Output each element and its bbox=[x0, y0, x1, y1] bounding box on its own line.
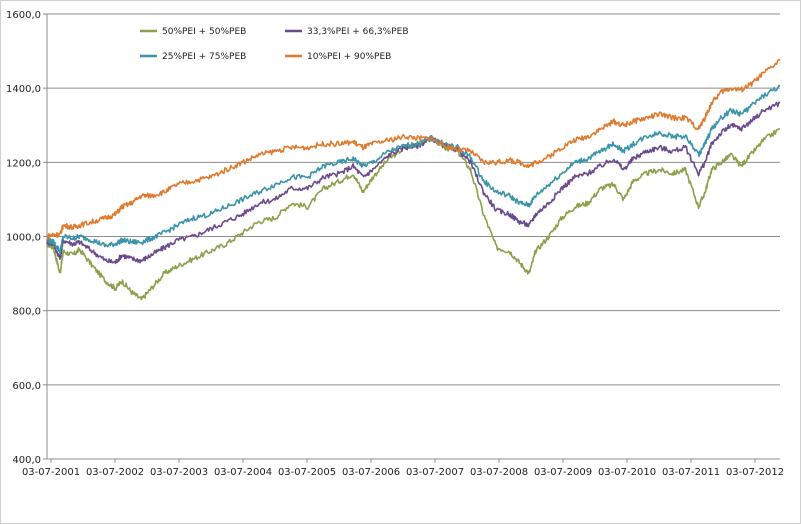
x-axis: 03-07-2001 03-07-2002 03-07-2003 03-07-2004… bbox=[22, 458, 784, 478]
legend-label: 50%PEI + 50%PEB bbox=[162, 27, 246, 37]
x-tick-label: 03-07-2003 bbox=[150, 467, 208, 478]
series-line-4 bbox=[46, 58, 781, 240]
y-axis: 400,0 600,0 800,0 1000,0 1200,0 1400,0 1600,0 bbox=[6, 10, 48, 466]
y-tick-label: 1200,0 bbox=[6, 158, 41, 169]
series-line-3 bbox=[46, 84, 781, 255]
x-tick-label: 03-07-2009 bbox=[534, 467, 592, 478]
x-tick-label: 03-07-2001 bbox=[22, 467, 80, 478]
x-tick-label: 03-07-2007 bbox=[406, 467, 464, 478]
x-tick-label: 03-07-2011 bbox=[662, 467, 720, 478]
x-tick-label: 03-07-2004 bbox=[214, 467, 272, 478]
x-tick-label: 03-07-2008 bbox=[470, 467, 528, 478]
series-line-1 bbox=[46, 128, 780, 301]
x-tick-label: 03-07-2012 bbox=[726, 467, 784, 478]
legend-label: 10%PEI + 90%PEB bbox=[307, 52, 391, 62]
y-tick-label: 800,0 bbox=[12, 307, 41, 318]
series-lines bbox=[46, 58, 781, 301]
x-tick-label: 03-07-2005 bbox=[278, 467, 336, 478]
x-tick-label: 03-07-2002 bbox=[86, 467, 144, 478]
x-tick-label: 03-07-2006 bbox=[342, 467, 400, 478]
legend-label: 33,3%PEI + 66,3%PEB bbox=[307, 27, 409, 37]
y-tick-label: 600,0 bbox=[12, 381, 41, 392]
legend-item: 33,3%PEI + 66,3%PEB bbox=[285, 27, 409, 37]
legend-item: 50%PEI + 50%PEB bbox=[140, 27, 246, 37]
y-tick-label: 1000,0 bbox=[6, 233, 41, 244]
y-tick-label: 1600,0 bbox=[6, 10, 41, 21]
y-tick-label: 1400,0 bbox=[6, 84, 41, 95]
legend-item: 25%PEI + 75%PEB bbox=[140, 52, 246, 62]
y-tick-label: 400,0 bbox=[12, 455, 41, 466]
legend: 50%PEI + 50%PEB 33,3%PEI + 66,3%PEB 25%PEI… bbox=[140, 27, 409, 62]
x-tick-label: 03-07-2010 bbox=[598, 467, 656, 478]
series-line-2 bbox=[46, 101, 781, 265]
legend-item: 10%PEI + 90%PEB bbox=[285, 52, 391, 62]
legend-label: 25%PEI + 75%PEB bbox=[162, 52, 246, 62]
